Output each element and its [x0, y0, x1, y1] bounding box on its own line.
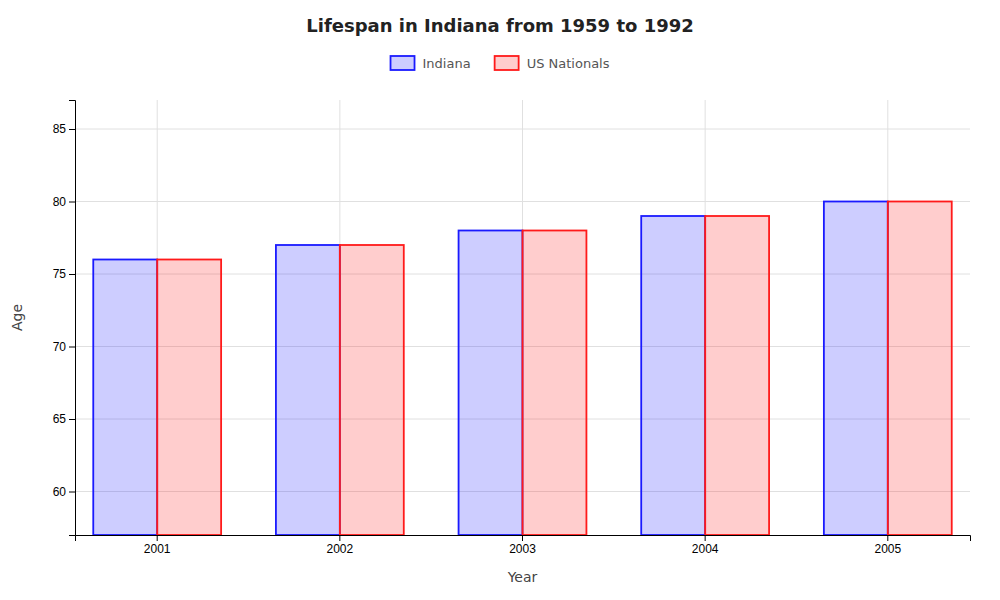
- x-axis-line: [76, 536, 971, 542]
- tick-label: 75: [53, 267, 67, 281]
- y-axis-title: Age: [9, 304, 25, 331]
- legend-swatch: [391, 56, 415, 70]
- y-axis-line: [69, 101, 76, 536]
- tick-mark: [887, 535, 888, 541]
- tick-mark: [705, 535, 706, 541]
- tick-label: 80: [53, 195, 67, 209]
- tick-label: 2005: [874, 542, 901, 556]
- tick: 65: [53, 412, 75, 426]
- tick-label: 2002: [326, 542, 353, 556]
- tick: 80: [53, 195, 75, 209]
- bars: [93, 202, 951, 536]
- bar: [459, 231, 523, 536]
- tick-mark: [69, 347, 75, 348]
- series: [93, 202, 888, 536]
- y-axis: 60 65 70 75 80 85: [53, 101, 76, 536]
- tick-label: 2004: [692, 542, 719, 556]
- bar: [523, 231, 587, 536]
- tick: 2004: [692, 535, 719, 556]
- legend-item: US Nationals: [495, 56, 610, 71]
- bar: [641, 216, 705, 535]
- tick-label: 2003: [509, 542, 536, 556]
- tick-mark: [69, 492, 75, 493]
- bar: [93, 260, 157, 536]
- tick: 60: [53, 485, 75, 499]
- tick: 85: [53, 122, 75, 136]
- tick: 70: [53, 340, 75, 354]
- legend-swatch: [495, 56, 519, 70]
- tick-label: 2001: [144, 542, 171, 556]
- tick-mark: [522, 535, 523, 541]
- tick-label: 65: [53, 412, 67, 426]
- chart: Lifespan in Indiana from 1959 to 1992606…: [0, 0, 1000, 600]
- bar: [276, 245, 340, 535]
- tick: 2002: [326, 535, 353, 556]
- bar: [824, 202, 888, 536]
- plot: 60 65 70 75 80 85 2001 2002 2003 2004 2005: [53, 100, 971, 556]
- tick: 2003: [509, 535, 536, 556]
- x-axis-title: Year: [507, 569, 538, 585]
- tick: 75: [53, 267, 75, 281]
- legend-label: US Nationals: [527, 56, 610, 71]
- legend: Indiana US Nationals: [391, 56, 610, 71]
- tick-mark: [69, 419, 75, 420]
- x-axis: 2001 2002 2003 2004 2005: [76, 535, 971, 556]
- bar: [888, 202, 952, 536]
- bar: [340, 245, 404, 535]
- tick-mark: [69, 274, 75, 275]
- grid: [75, 100, 970, 535]
- tick-label: 85: [53, 122, 67, 136]
- tick-mark: [339, 535, 340, 541]
- bar: [705, 216, 769, 535]
- legend-label: Indiana: [423, 56, 471, 71]
- tick: 2001: [144, 535, 171, 556]
- series: [157, 202, 952, 536]
- bar: [157, 260, 221, 536]
- tick-mark: [69, 129, 75, 130]
- title: Lifespan in Indiana from 1959 to 1992: [306, 15, 694, 36]
- legend-item: Indiana: [391, 56, 471, 71]
- tick-mark: [69, 202, 75, 203]
- tick-label: 60: [53, 485, 67, 499]
- tick-label: 70: [53, 340, 67, 354]
- tick-mark: [157, 535, 158, 541]
- tick: 2005: [874, 535, 901, 556]
